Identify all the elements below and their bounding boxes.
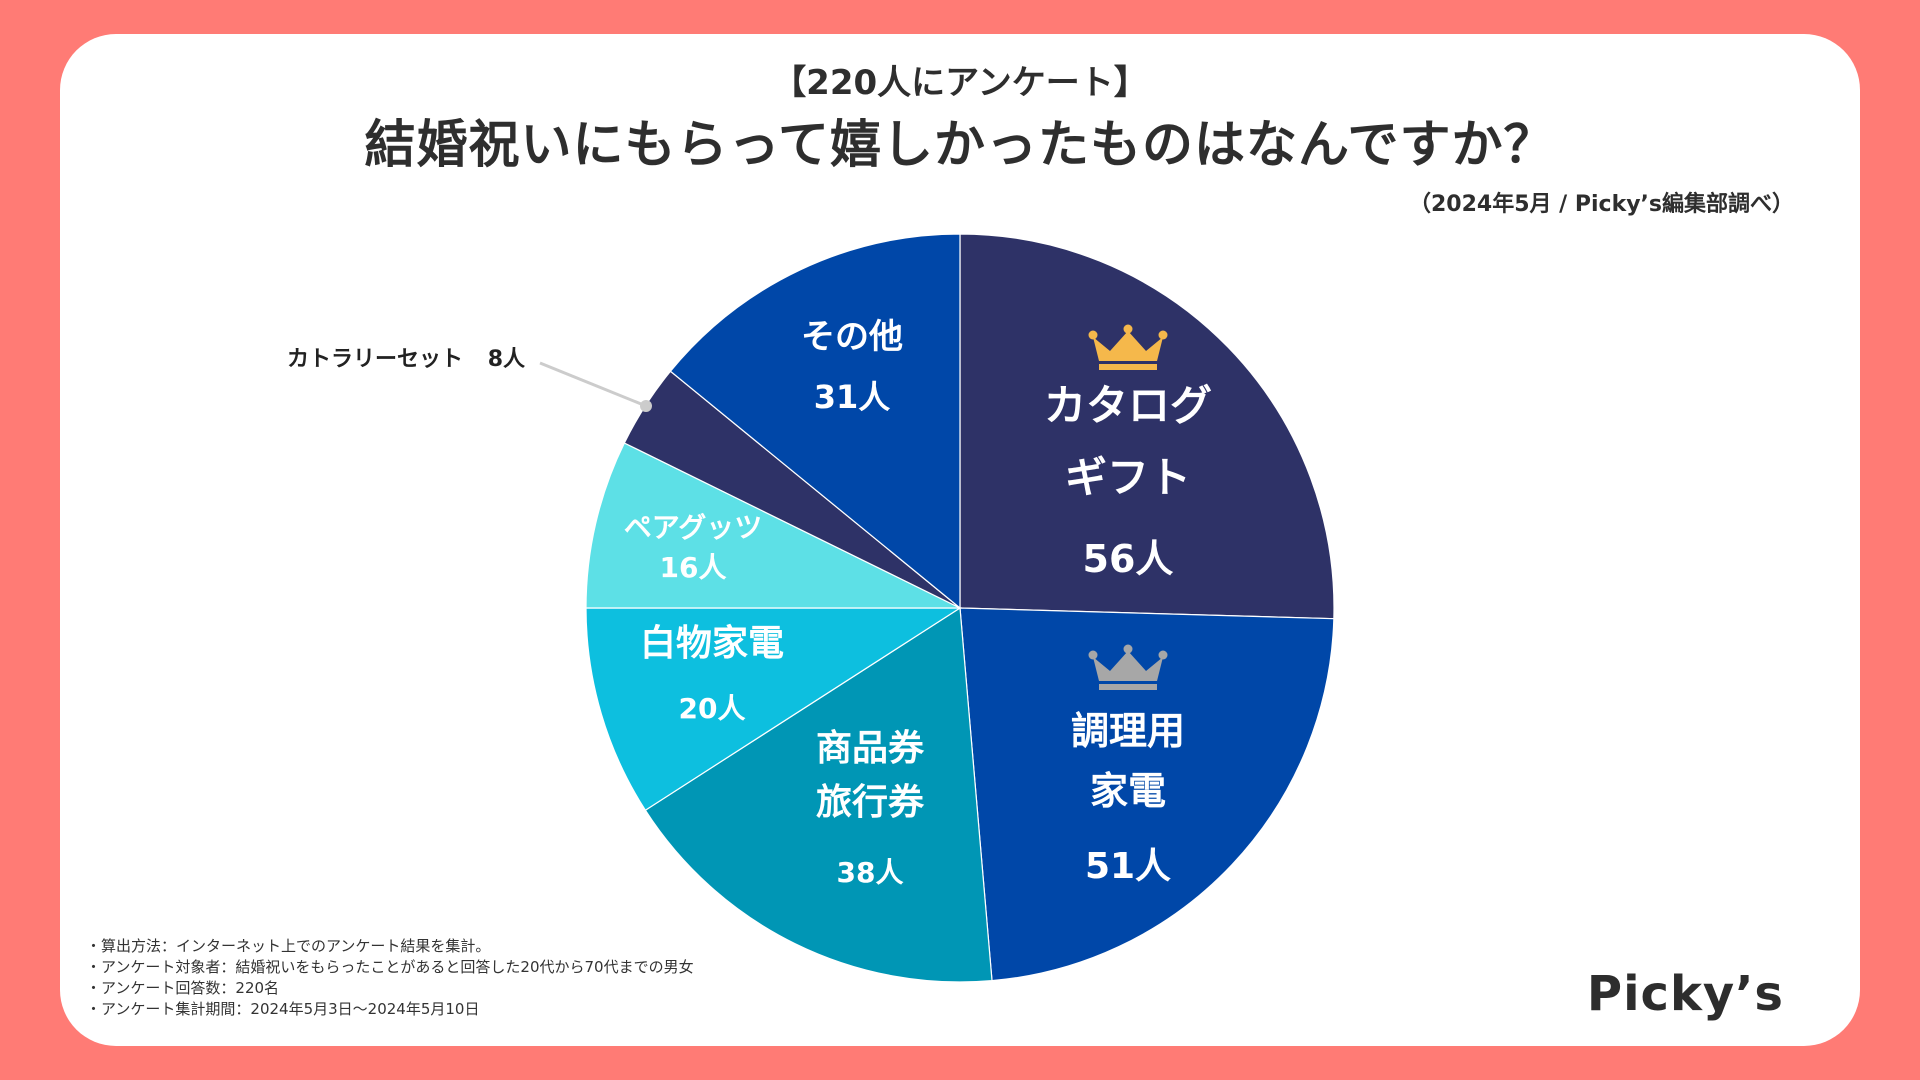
leader-dot: [640, 400, 652, 412]
note-method: ・算出方法：インターネット上でのアンケート結果を集計。: [86, 937, 491, 955]
silver-crown-icon: [1088, 644, 1168, 690]
slice-label-2-line-0: 商品券: [816, 728, 925, 769]
pie-slice-1: [959, 607, 1335, 982]
survey-tag: 【220人にアンケート】: [772, 63, 1148, 103]
pie-slice-3: [585, 607, 963, 812]
pie-slice-4: [585, 442, 961, 609]
note-period: ・アンケート集計期間：2024年5月3日〜2024年5月10日: [86, 1000, 480, 1018]
slice-label-1-line-0: 調理用: [1071, 709, 1185, 753]
slice-value-4: 16人: [660, 551, 727, 584]
slice-value-3: 20人: [679, 692, 746, 725]
brand-logo: Picky’s: [1586, 966, 1784, 1022]
note-target: ・アンケート対象者：結婚祝いをもらったことがあると回答した20代から70代までの…: [86, 958, 694, 976]
slice-label-3-line-0: 白物家電: [640, 623, 784, 664]
pie-slice-0: [959, 233, 1335, 620]
slice-value-6: 31人: [814, 378, 891, 416]
survey-notes: ・算出方法：インターネット上でのアンケート結果を集計。 ・アンケート対象者：結婚…: [86, 936, 694, 1020]
slice-label-0-line-1: ギフト: [1065, 453, 1191, 502]
slice-value-5: 8人: [488, 347, 525, 372]
slice-value-1: 51人: [1085, 846, 1171, 887]
slice-label-0-line-0: カタログ: [1044, 381, 1212, 430]
slice-value-2: 38人: [837, 856, 904, 889]
pie-slice-6: [669, 233, 961, 610]
slice-value-0: 56人: [1083, 537, 1174, 581]
chart-title: 結婚祝いにもらって嬉しかったものはなんですか？: [364, 116, 1556, 175]
slice-label-6-line-0: その他: [801, 317, 903, 357]
pie-slice-2: [644, 606, 993, 983]
slice-label-4-line-0: ペアグッツ: [624, 511, 763, 544]
leader-line: [539, 361, 647, 408]
slice-label-2-line-1: 旅行券: [816, 782, 925, 823]
source-note: （2024年5月 / Picky’s編集部調べ）: [1408, 192, 1794, 217]
slice-label-1-line-1: 家電: [1090, 769, 1166, 813]
gold-crown-icon: [1088, 324, 1168, 370]
slice-label-5: カトラリーセット: [287, 347, 463, 372]
note-count: ・アンケート回答数：220名: [86, 979, 280, 997]
